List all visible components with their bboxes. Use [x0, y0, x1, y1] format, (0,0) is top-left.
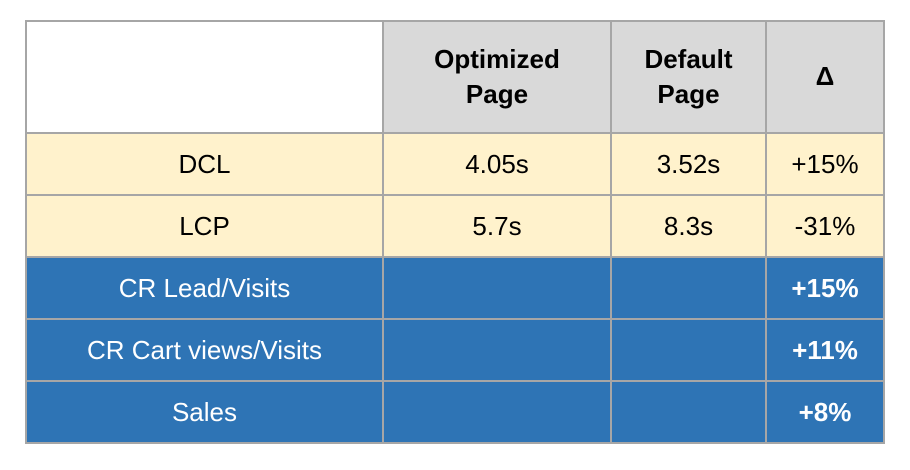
header-label-default-page: Default Page [644, 43, 733, 109]
row-cr-lead-visits-label-cell: CR Lead/Visits [25, 256, 384, 320]
row-cr-cart-views-visits-delta-cell: +11% [765, 318, 885, 382]
table-row-cr-cart-views-visits: CR Cart views/Visits +11% [25, 318, 885, 382]
row-dcl-label-cell: DCL [25, 132, 384, 196]
row-lcp-delta-cell: -31% [765, 194, 885, 258]
row-cr-lead-visits-delta-cell: +15% [765, 256, 885, 320]
row-sales-label-cell: Sales [25, 380, 384, 444]
row-sales-delta-cell: +8% [765, 380, 885, 444]
table-row-cr-lead-visits: CR Lead/Visits +15% [25, 256, 885, 320]
header-label-optimized-page: Optimized Page [434, 43, 560, 109]
header-cell-optimized-page: Optimized Page [382, 20, 612, 134]
row-cr-cart-views-visits-optimized-cell [382, 318, 612, 382]
row-cr-cart-views-visits-label-cell: CR Cart views/Visits [25, 318, 384, 382]
comparison-table: Optimized Page Default Page Δ DCL 4.05s … [25, 20, 885, 444]
row-lcp-default-cell: 8.3s [610, 194, 767, 258]
table-row-sales: Sales +8% [25, 380, 885, 444]
row-cr-cart-views-visits-default-cell [610, 318, 767, 382]
row-dcl-default-cell: 3.52s [610, 132, 767, 196]
table-row-lcp: LCP 5.7s 8.3s -31% [25, 194, 885, 258]
header-cell-default-page: Default Page [610, 20, 767, 134]
row-lcp-optimized-cell: 5.7s [382, 194, 612, 258]
row-dcl-delta-cell: +15% [765, 132, 885, 196]
row-cr-lead-visits-optimized-cell [382, 256, 612, 320]
row-cr-lead-visits-default-cell [610, 256, 767, 320]
row-lcp-label-cell: LCP [25, 194, 384, 258]
header-cell-delta: Δ [765, 20, 885, 134]
row-sales-default-cell [610, 380, 767, 444]
row-sales-optimized-cell [382, 380, 612, 444]
header-cell-blank [25, 20, 384, 134]
row-dcl-optimized-cell: 4.05s [382, 132, 612, 196]
table-row-dcl: DCL 4.05s 3.52s +15% [25, 132, 885, 196]
table-header-row: Optimized Page Default Page Δ [25, 20, 885, 134]
